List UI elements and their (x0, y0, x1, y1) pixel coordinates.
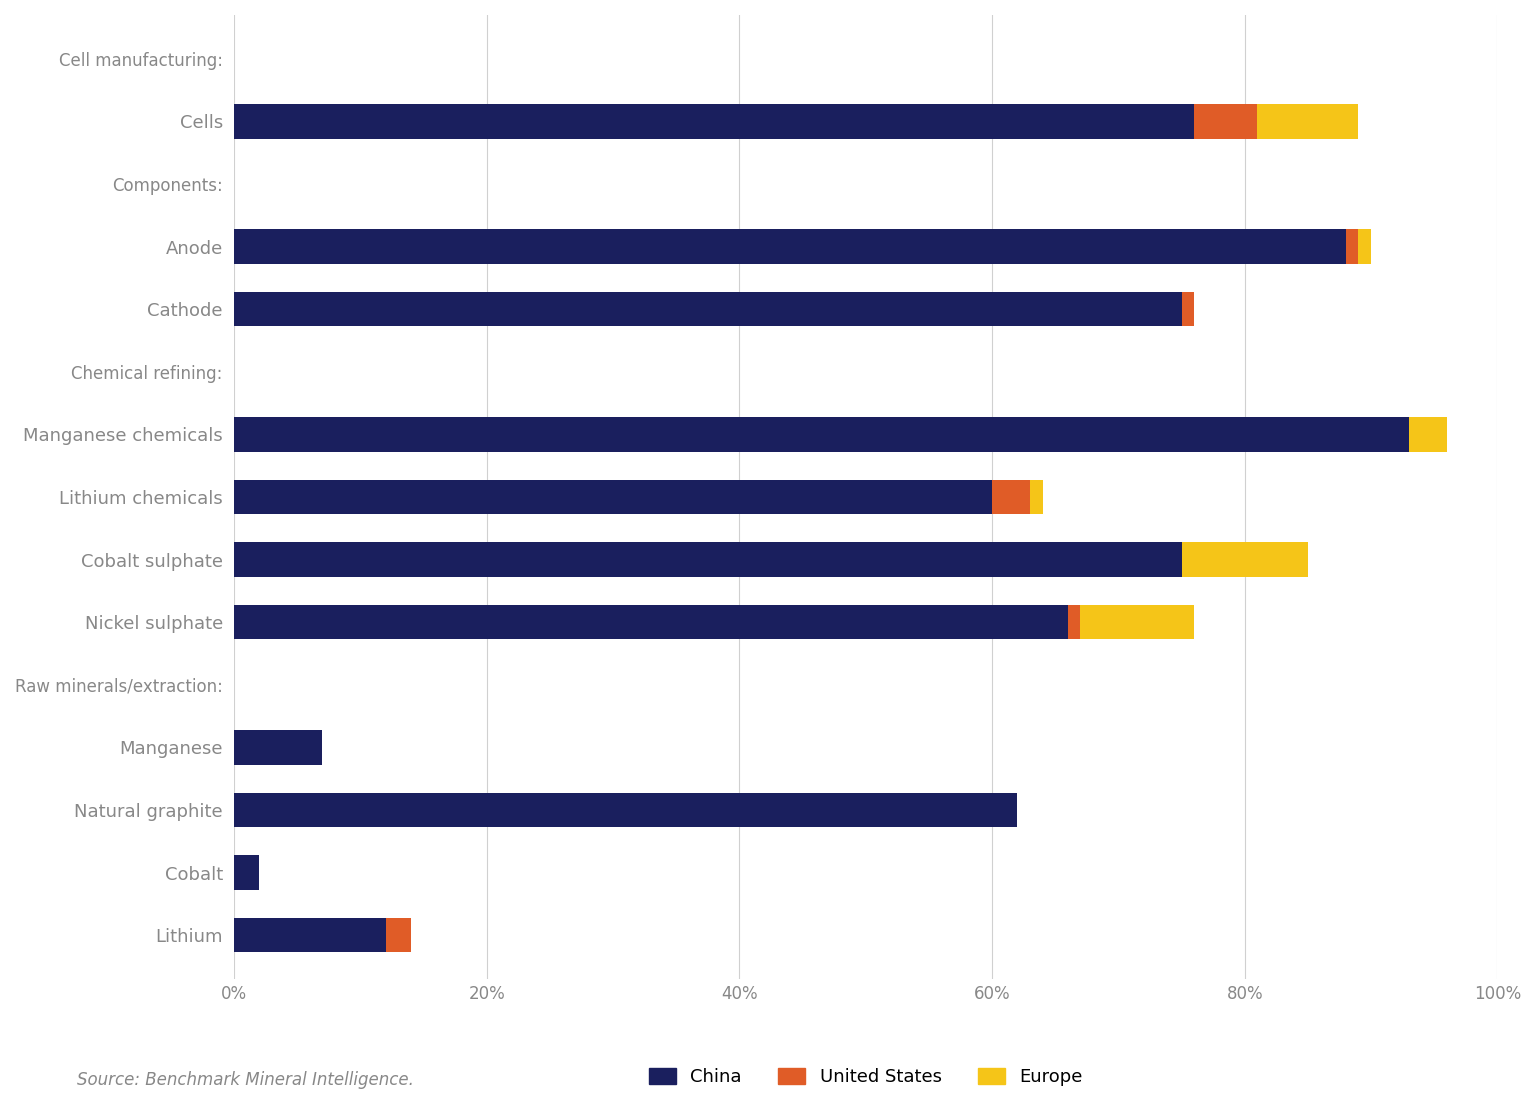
Bar (233, 918, 386, 952)
Bar (233, 605, 1068, 639)
Bar (1181, 542, 1307, 577)
Bar (233, 229, 1346, 264)
Bar (1409, 417, 1447, 451)
Bar (1080, 605, 1193, 639)
Bar (1358, 229, 1372, 264)
Bar (233, 793, 1017, 827)
Bar (1346, 229, 1358, 264)
Bar (233, 417, 1409, 451)
Bar (1068, 605, 1080, 639)
Bar (233, 730, 323, 764)
Text: Source: Benchmark Mineral Intelligence.: Source: Benchmark Mineral Intelligence. (77, 1072, 413, 1089)
Bar (233, 292, 1181, 326)
Bar (233, 542, 1181, 577)
Bar (992, 480, 1031, 514)
Bar (1193, 104, 1258, 138)
Bar (233, 104, 1193, 138)
Bar (1258, 104, 1358, 138)
Bar (1031, 480, 1043, 514)
Bar (1181, 292, 1193, 326)
Bar (386, 918, 410, 952)
Bar (233, 855, 260, 889)
Bar (233, 480, 992, 514)
Legend: China, United States, Europe: China, United States, Europe (641, 1058, 1092, 1095)
